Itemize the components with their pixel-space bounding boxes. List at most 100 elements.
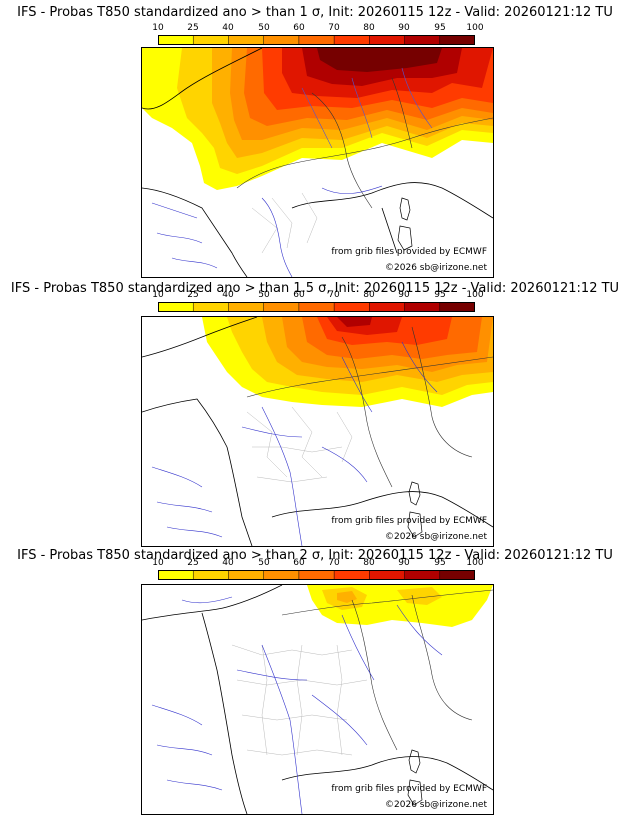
copyright: ©2026 sb@irizone.net xyxy=(385,263,487,273)
colorbar-cell xyxy=(158,302,194,312)
coastline xyxy=(142,585,283,621)
panel-title: IFS - Probas T850 standardized ano > tha… xyxy=(17,548,613,563)
colorbar-cell xyxy=(263,35,300,45)
map-canvas xyxy=(142,48,493,277)
river xyxy=(321,446,368,483)
coastline xyxy=(281,756,493,791)
colorbar-cell xyxy=(404,570,441,580)
coastline xyxy=(142,398,253,546)
country-border xyxy=(341,336,393,488)
country-border xyxy=(236,117,493,189)
colorbar-cell xyxy=(369,570,406,580)
colorbar-cell xyxy=(298,35,335,45)
coastline xyxy=(142,187,248,277)
tick-label: 25 xyxy=(187,23,199,33)
river xyxy=(261,406,303,546)
colorbar-cell xyxy=(333,35,371,45)
map-frame: from grib files provided by ECMWF ©2026 … xyxy=(141,584,494,815)
tick-label: 10 xyxy=(152,23,164,33)
river xyxy=(321,185,383,194)
river xyxy=(241,341,438,438)
country-border xyxy=(311,92,373,209)
tick-label: 95 xyxy=(434,558,446,568)
colorbar-cell xyxy=(192,570,230,580)
tick-label: 100 xyxy=(466,290,484,300)
tick-label: 100 xyxy=(466,23,484,33)
sardinia-island xyxy=(407,779,423,806)
river xyxy=(301,67,433,149)
colorbar-cell xyxy=(369,35,406,45)
river xyxy=(151,466,223,538)
tick-label: 90 xyxy=(398,290,410,300)
country-border xyxy=(351,599,398,751)
river xyxy=(236,604,443,681)
grib-credit: from grib files provided by ECMWF xyxy=(331,516,487,526)
coastline xyxy=(381,207,398,254)
coastline xyxy=(142,48,263,110)
colorbar-labels: 10 25 40 50 60 70 80 90 95 100 xyxy=(152,558,483,573)
tick-label: 80 xyxy=(363,23,375,33)
copyright: ©2026 sb@irizone.net xyxy=(385,800,487,810)
colorbar-cell xyxy=(333,570,371,580)
tick-label: 50 xyxy=(258,290,270,300)
tick-label: 70 xyxy=(328,23,340,33)
coastline xyxy=(142,317,258,358)
colorbar-labels: 10 25 40 50 60 70 80 90 95 100 xyxy=(152,290,483,305)
tick-label: 10 xyxy=(152,558,164,568)
colorbar xyxy=(158,35,475,45)
colorbar-cell xyxy=(298,570,335,580)
tick-label: 80 xyxy=(363,558,375,568)
corsica-island xyxy=(408,481,421,506)
prob-area-95 xyxy=(317,48,442,72)
sardinia-island xyxy=(407,511,423,538)
region-borders xyxy=(246,406,353,478)
country-border xyxy=(411,594,473,721)
region-borders xyxy=(251,192,318,254)
colorbar-cell xyxy=(263,302,300,312)
river xyxy=(151,704,223,791)
region-borders xyxy=(252,446,343,483)
country-border xyxy=(281,589,493,616)
tick-label: 40 xyxy=(222,558,234,568)
colorbar-cell xyxy=(298,302,335,312)
colorbar-labels: 10 25 40 50 60 70 80 90 95 100 xyxy=(152,23,483,38)
region-borders xyxy=(261,644,343,756)
map-canvas xyxy=(142,585,493,814)
tick-label: 40 xyxy=(222,290,234,300)
grib-credit: from grib files provided by ECMWF xyxy=(331,247,487,257)
copyright: ©2026 sb@irizone.net xyxy=(385,532,487,542)
river xyxy=(181,596,368,746)
colorbar-cell xyxy=(192,35,230,45)
tick-label: 60 xyxy=(293,290,305,300)
river xyxy=(261,644,303,814)
tick-label: 50 xyxy=(258,23,270,33)
sardinia-island xyxy=(397,225,413,251)
country-border xyxy=(391,77,413,149)
tick-label: 50 xyxy=(258,558,270,568)
colorbar-cell xyxy=(404,35,441,45)
panel-title: IFS - Probas T850 standardized ano > tha… xyxy=(10,281,620,296)
tick-label: 10 xyxy=(152,290,164,300)
tick-label: 80 xyxy=(363,290,375,300)
tick-label: 100 xyxy=(466,558,484,568)
colorbar-cell xyxy=(439,35,475,45)
tick-label: 70 xyxy=(328,290,340,300)
tick-label: 70 xyxy=(328,558,340,568)
tick-label: 90 xyxy=(398,23,410,33)
colorbar-cell xyxy=(158,35,194,45)
map-frame: from grib files provided by ECMWF ©2026 … xyxy=(141,316,494,547)
colorbar-cell xyxy=(404,302,441,312)
colorbar-cell xyxy=(192,302,230,312)
tick-label: 25 xyxy=(187,558,199,568)
tick-label: 60 xyxy=(293,558,305,568)
colorbar-cell xyxy=(228,35,265,45)
tick-label: 95 xyxy=(434,23,446,33)
tick-label: 95 xyxy=(434,290,446,300)
tick-label: 60 xyxy=(293,23,305,33)
coastline xyxy=(201,612,248,814)
map-frame: from grib files provided by ECMWF ©2026 … xyxy=(141,47,494,278)
panel-title: IFS - Probas T850 standardized ano > tha… xyxy=(17,5,613,20)
tick-label: 25 xyxy=(187,290,199,300)
prob-area-90 xyxy=(337,317,372,327)
colorbar xyxy=(158,302,475,312)
